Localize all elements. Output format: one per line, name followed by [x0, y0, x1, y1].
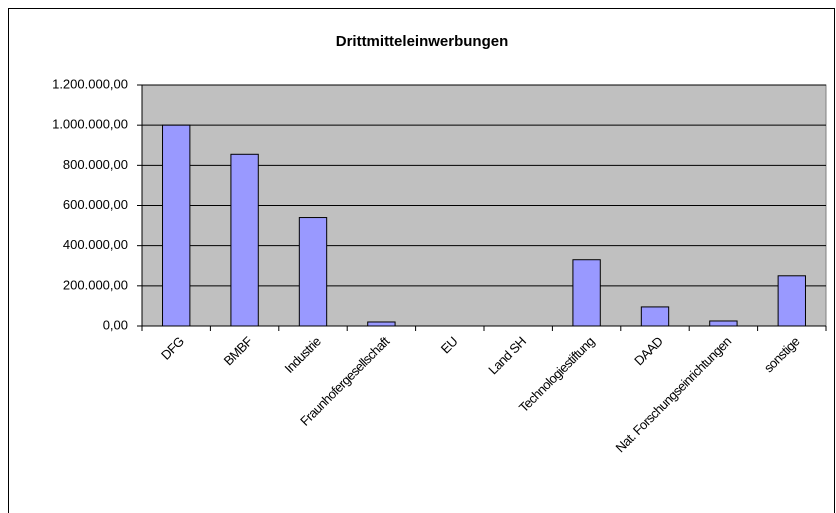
bar [709, 320, 738, 327]
bar [162, 124, 191, 327]
bar [367, 321, 396, 327]
y-tick-label: 600.000,00 [63, 197, 128, 212]
bar [230, 153, 259, 327]
bar [298, 217, 328, 327]
y-tick-label: 200.000,00 [63, 277, 128, 292]
bar [777, 275, 806, 327]
y-tick-label: 1.200.000,00 [52, 76, 128, 91]
y-tick-label: 0,00 [103, 317, 128, 332]
bar [640, 306, 670, 327]
bar [572, 259, 601, 327]
y-tick-label: 400.000,00 [63, 237, 128, 252]
y-tick-label: 1.000.000,00 [52, 117, 128, 132]
chart-title: Drittmitteleinwerbungen [336, 33, 509, 50]
y-tick-label: 800.000,00 [63, 157, 128, 172]
